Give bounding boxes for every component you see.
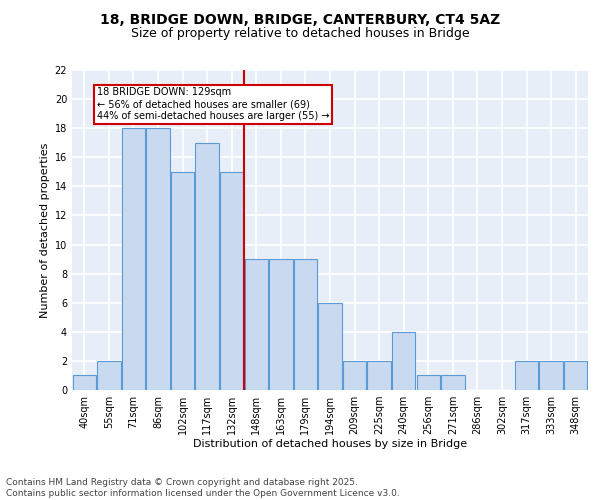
Bar — [97, 361, 121, 390]
Bar — [539, 361, 563, 390]
Bar — [73, 376, 96, 390]
Bar — [269, 259, 293, 390]
Bar — [245, 259, 268, 390]
Y-axis label: Number of detached properties: Number of detached properties — [40, 142, 50, 318]
Bar — [171, 172, 194, 390]
Bar — [367, 361, 391, 390]
Bar — [294, 259, 317, 390]
Bar — [441, 376, 464, 390]
Bar — [416, 376, 440, 390]
Text: 18 BRIDGE DOWN: 129sqm
← 56% of detached houses are smaller (69)
44% of semi-det: 18 BRIDGE DOWN: 129sqm ← 56% of detached… — [97, 88, 329, 120]
Bar — [122, 128, 145, 390]
Text: Size of property relative to detached houses in Bridge: Size of property relative to detached ho… — [131, 28, 469, 40]
Text: Contains HM Land Registry data © Crown copyright and database right 2025.
Contai: Contains HM Land Registry data © Crown c… — [6, 478, 400, 498]
Text: 18, BRIDGE DOWN, BRIDGE, CANTERBURY, CT4 5AZ: 18, BRIDGE DOWN, BRIDGE, CANTERBURY, CT4… — [100, 12, 500, 26]
Bar — [392, 332, 415, 390]
Bar — [343, 361, 366, 390]
Bar — [564, 361, 587, 390]
Bar — [319, 302, 341, 390]
Bar — [515, 361, 538, 390]
Bar — [220, 172, 244, 390]
Bar — [196, 142, 219, 390]
X-axis label: Distribution of detached houses by size in Bridge: Distribution of detached houses by size … — [193, 438, 467, 448]
Bar — [146, 128, 170, 390]
